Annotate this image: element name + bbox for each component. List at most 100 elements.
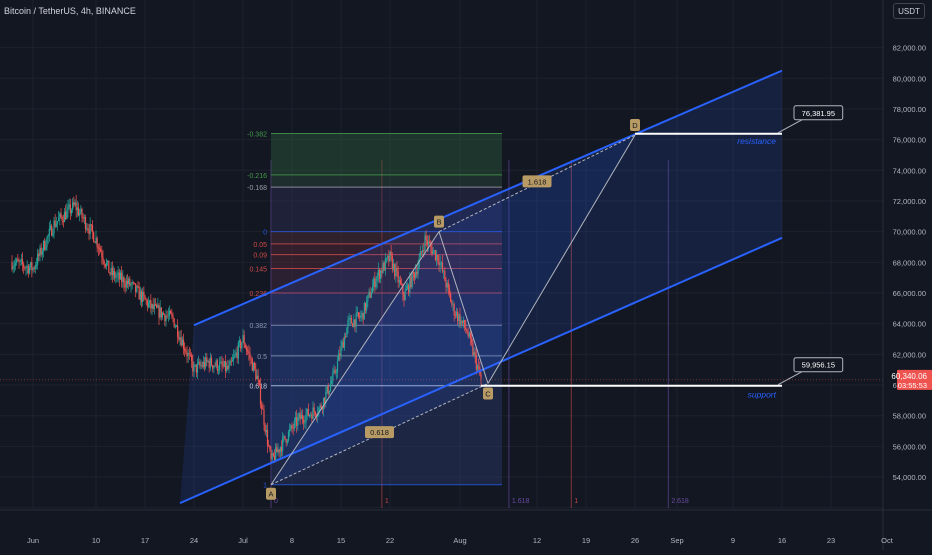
- candle-body: [258, 379, 260, 386]
- candle-body: [325, 392, 327, 404]
- candle-body: [66, 210, 68, 220]
- candle-body: [202, 361, 204, 367]
- candle-body: [367, 295, 369, 301]
- fib-level-label: 0: [263, 230, 267, 237]
- candle-body: [145, 299, 147, 301]
- candle-body: [19, 260, 21, 262]
- price-axis: 54,000.0056,000.0058,000.0060,000.0062,0…: [883, 0, 932, 508]
- candle-body: [254, 363, 256, 369]
- candle-body: [191, 354, 193, 362]
- candle-body: [336, 360, 339, 372]
- candle-body: [394, 263, 396, 277]
- candle-body: [273, 455, 276, 461]
- candle-body: [154, 304, 157, 306]
- candle-body: [431, 247, 433, 255]
- time-tick-label: 15: [337, 536, 345, 545]
- candle-body: [389, 251, 391, 262]
- time-tick-label: Aug: [453, 536, 466, 545]
- point-label-bg: [630, 119, 640, 132]
- current-price-value: 60,340.06: [891, 372, 927, 381]
- candle-body: [473, 352, 475, 355]
- candle-body: [350, 317, 353, 324]
- candle-body: [437, 255, 439, 262]
- candle-body: [164, 314, 166, 322]
- candle-body: [184, 348, 186, 351]
- candle-body: [87, 228, 89, 230]
- candle-body: [77, 207, 80, 216]
- candle-body: [404, 290, 406, 300]
- resistance-callout-pointer: [777, 119, 803, 134]
- candle-body: [147, 302, 150, 307]
- candle-body: [25, 267, 27, 269]
- candle-body: [396, 267, 398, 272]
- candle-body: [307, 408, 309, 416]
- fib-zone: [271, 174, 502, 188]
- candle-body: [466, 330, 468, 333]
- candle-body: [88, 229, 90, 234]
- candle-body: [69, 204, 71, 214]
- candle-body: [420, 251, 423, 253]
- candle-body: [238, 340, 241, 343]
- candle-body: [412, 271, 414, 274]
- candle-body: [198, 362, 200, 364]
- candle-body: [168, 310, 171, 316]
- candle-body: [422, 250, 424, 253]
- candle-body: [270, 449, 272, 459]
- candle-body: [51, 225, 53, 236]
- fib-retracement: 1 0.618 0.5 0.382 0.236 0.145 0.09 0.05 0 -0.168 -…: [247, 131, 502, 490]
- candle-body: [105, 262, 108, 267]
- candle-body: [100, 248, 102, 252]
- point-label-d: D: [632, 121, 638, 130]
- candle-body: [79, 213, 81, 216]
- candle-body: [220, 361, 222, 363]
- candle-body: [212, 365, 214, 369]
- candle-body: [116, 274, 118, 277]
- candle-body: [67, 206, 69, 211]
- candle-body: [84, 217, 87, 229]
- candle-body: [308, 414, 311, 416]
- candle-body: [201, 365, 203, 367]
- candle-body: [195, 364, 197, 373]
- candle-body: [265, 429, 267, 433]
- candle-body: [227, 365, 229, 369]
- candle-body: [391, 255, 393, 270]
- candle-body: [41, 251, 43, 255]
- candle-body: [444, 270, 446, 281]
- candle-body: [464, 319, 466, 328]
- candle-body: [65, 211, 67, 220]
- candle-body: [129, 278, 131, 286]
- candle-body: [285, 439, 287, 443]
- candle-body: [416, 271, 418, 275]
- candle-body: [46, 236, 48, 248]
- candle-body: [455, 311, 458, 316]
- currency-button[interactable]: USDT: [893, 3, 925, 19]
- candle-body: [221, 361, 223, 366]
- candle-body: [401, 283, 403, 285]
- candle-body: [397, 271, 399, 283]
- candle-body: [139, 291, 141, 300]
- candle-body: [334, 369, 336, 374]
- ratio-badge-bd: 1.618: [528, 177, 547, 186]
- price-tick-label: 74,000.00: [893, 166, 926, 175]
- candle-body: [348, 318, 350, 320]
- candle-body: [49, 225, 52, 229]
- candle-body: [244, 344, 246, 348]
- candle-body: [167, 315, 169, 316]
- candle-body: [327, 385, 329, 394]
- candle-body: [121, 272, 123, 283]
- candle-body: [17, 259, 19, 262]
- fib-level-label: 0.618: [249, 384, 267, 391]
- candle-body: [132, 282, 134, 283]
- fib-zone: [271, 355, 502, 386]
- candle-body: [203, 361, 206, 368]
- candle-body: [82, 217, 84, 219]
- fib-level-label: 0.236: [249, 291, 267, 298]
- time-tick-label: Oct: [881, 536, 894, 545]
- candle-body: [163, 312, 165, 315]
- fib-level-label: -0.216: [247, 173, 267, 180]
- candle-body: [133, 282, 136, 284]
- candle-body: [289, 429, 291, 432]
- candle-body: [312, 407, 314, 419]
